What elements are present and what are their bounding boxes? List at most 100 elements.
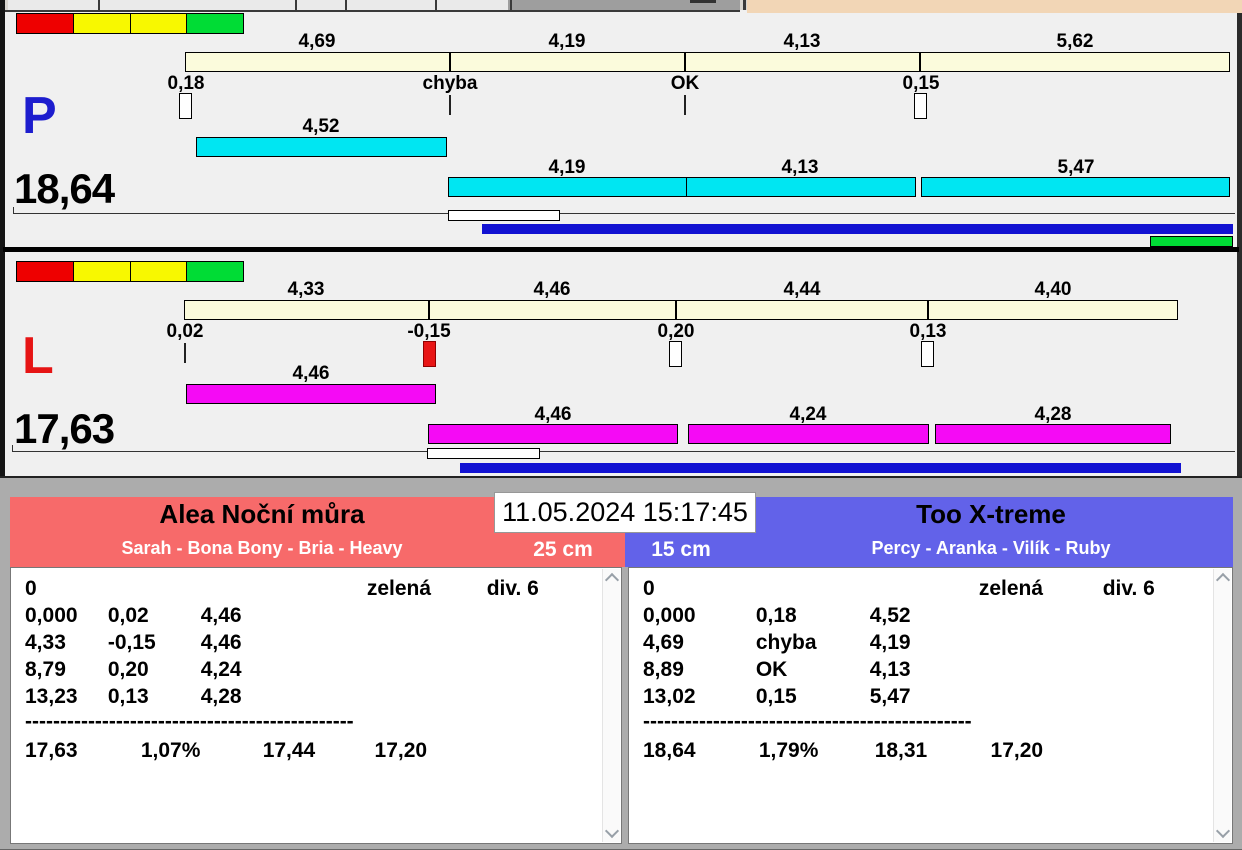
dog-run-bar — [196, 137, 447, 157]
window-top-border — [0, 10, 740, 12]
legend-yellow-block — [130, 14, 188, 33]
dog-run-bar — [921, 177, 1230, 197]
dog-time-label: 5,47 — [1057, 157, 1095, 178]
log-total-time: 18,64 — [643, 739, 696, 762]
log-row: 0,000 0,02 4,46 — [25, 605, 242, 627]
log-total-net: 17,44 — [262, 739, 316, 762]
log-header-row: 0 zelená div. 6 — [25, 578, 539, 600]
dog-run-bar — [448, 177, 687, 197]
log-cell: 0,13 — [107, 685, 149, 708]
changeover-marker-label: 0,20 — [657, 321, 695, 342]
log-cell: 4,46 — [200, 631, 242, 654]
split-time-bar-l — [184, 300, 1178, 320]
leg-time-label: 4,44 — [783, 279, 821, 300]
log-row: 0,000 0,18 4,52 — [643, 605, 911, 627]
log-start-value: 0 — [25, 577, 37, 600]
lane-p-total-time: 18,64 — [14, 165, 115, 212]
log-light-status: zelená — [366, 577, 432, 600]
changeover-marker-box — [914, 93, 927, 119]
changeover-marker-box — [921, 341, 934, 367]
changeover-marker-tick — [684, 95, 686, 115]
log-cell: 0,000 — [25, 604, 78, 627]
leg-time-label: 4,46 — [533, 279, 571, 300]
log-cell: 4,33 — [25, 631, 66, 654]
top-strip-dash — [690, 0, 716, 3]
dog-run-bar — [428, 424, 678, 444]
scroll-down-icon[interactable] — [604, 823, 620, 839]
team-left-name: Alea Noční můra — [159, 499, 365, 529]
legend-red-block — [17, 14, 74, 33]
split-divider — [428, 300, 430, 320]
log-row: 13,23 0,13 4,28 — [25, 686, 242, 708]
split-divider — [684, 52, 686, 72]
lane-l-total-time: 17,63 — [14, 405, 115, 452]
top-strip-tick — [295, 0, 297, 10]
scrollbar[interactable] — [1213, 569, 1231, 842]
log-row: 4,33 -0,15 4,46 — [25, 632, 242, 654]
log-total-record: 17,20 — [374, 739, 428, 762]
team-left-jump-height: 25 cm — [533, 538, 593, 561]
top-window-bar-2[interactable] — [508, 0, 740, 10]
log-cell: -0,15 — [107, 631, 156, 654]
legend-yellow-block — [73, 262, 131, 281]
top-strip-tick — [98, 0, 100, 10]
start-light-legend-p — [16, 13, 244, 34]
legend-green-block — [187, 14, 243, 33]
split-divider — [927, 300, 929, 320]
top-window-strip — [0, 0, 1242, 13]
log-cell: 0,02 — [107, 604, 149, 627]
log-division: div. 6 — [486, 577, 539, 600]
dog-time-label: 4,46 — [534, 404, 572, 425]
changeover-marker-label: 0,02 — [166, 321, 204, 342]
top-strip-tick — [510, 0, 512, 10]
changeover-marker-label: 0,15 — [902, 73, 940, 94]
changeover-marker-box — [179, 93, 192, 119]
white-result-bar — [427, 448, 540, 459]
split-divider — [675, 300, 677, 320]
team-left-lineup: Sarah - Bona Bony - Bria - Heavy — [121, 538, 403, 558]
start-light-legend-l — [16, 261, 244, 282]
log-cell: OK — [755, 658, 788, 681]
log-row: 8,79 0,20 4,24 — [25, 659, 242, 681]
fault-marker-box — [423, 341, 436, 367]
lane-p-letter: P — [22, 87, 57, 145]
log-row: 13,02 0,15 5,47 — [643, 686, 911, 708]
legend-yellow-block — [73, 14, 131, 33]
leg-time-label: 4,19 — [548, 31, 586, 52]
lane-l-letter: L — [22, 327, 54, 385]
changeover-marker-label: -0,15 — [407, 321, 451, 342]
top-strip-tick — [743, 0, 746, 10]
dog-run-bar — [688, 424, 929, 444]
log-cell: 4,46 — [200, 604, 242, 627]
scroll-down-icon[interactable] — [1215, 823, 1231, 839]
top-strip-tick — [435, 0, 437, 10]
dog-time-label: 4,52 — [302, 116, 340, 137]
log-cell: 4,13 — [869, 658, 911, 681]
track-start-tick — [12, 445, 13, 452]
log-separator: ----------------------------------------… — [643, 710, 972, 733]
legend-yellow-block — [130, 262, 188, 281]
log-cell: 13,23 — [25, 685, 78, 708]
log-totals-row: 18,64 1,79% 18,31 17,20 — [643, 740, 1043, 762]
log-cell: 4,52 — [869, 604, 911, 627]
top-strip-tick — [345, 0, 347, 10]
run-log-right[interactable]: 0 zelená div. 6 0,000 0,18 4,52 4,69 chy… — [628, 567, 1233, 844]
leg-time-label: 5,62 — [1056, 31, 1094, 52]
log-total-net: 18,31 — [874, 739, 928, 762]
scroll-up-icon[interactable] — [1215, 572, 1231, 588]
log-cell: 0,000 — [643, 604, 696, 627]
window-right-border — [1237, 13, 1242, 478]
progress-blue-bar — [482, 224, 1233, 234]
scrollbar[interactable] — [602, 569, 620, 842]
scroll-up-icon[interactable] — [604, 572, 620, 588]
window-left-border — [0, 0, 5, 478]
run-log-left[interactable]: 0 zelená div. 6 0,000 0,02 4,46 4,33 -0,… — [10, 567, 622, 844]
changeover-marker-label: OK — [670, 73, 700, 94]
log-division: div. 6 — [1102, 577, 1155, 600]
changeover-marker-label: chyba — [422, 73, 478, 94]
log-cell: 8,79 — [25, 658, 66, 681]
log-totals-row: 17,63 1,07% 17,44 17,20 — [25, 740, 427, 762]
split-divider — [449, 52, 451, 72]
log-row: 8,89 OK 4,13 — [643, 659, 911, 681]
